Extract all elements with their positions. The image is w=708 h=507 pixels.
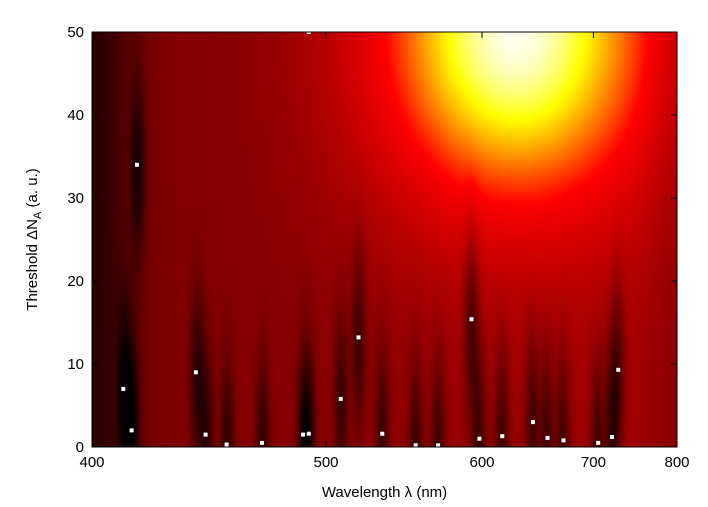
axis-ticks [91,31,678,448]
y-tick-label: 10 [67,356,84,373]
data-point [301,432,305,437]
data-point [380,431,385,436]
heatmap-surface [92,32,677,447]
y-axis-label: Threshold ΔNA (a. u.) [24,168,44,310]
data-point [436,443,441,447]
y-tick-label: 20 [67,273,84,290]
x-tick-label: 800 [664,454,689,471]
data-points [121,32,621,447]
data-point [477,436,482,441]
y-axis-label-main: Threshold ΔN [24,219,41,311]
x-tick-label: 600 [469,454,494,471]
data-point [121,386,126,391]
y-tick-label: 0 [76,439,84,456]
data-point [129,428,134,433]
x-tick-label: 400 [79,454,104,471]
data-point [356,335,361,340]
data-point [531,420,535,425]
data-point [338,396,343,401]
x-tick-labels: 400 500 600 700 800 [79,454,689,471]
y-tick-label: 50 [67,24,84,41]
data-point [610,435,614,439]
data-point [500,434,505,439]
data-point [413,443,418,447]
data-point [306,32,311,34]
data-point [224,442,229,447]
y-axis-label-unit: (a. u.) [24,168,41,211]
data-point [203,432,208,437]
data-point [596,440,601,445]
x-tick-label: 700 [581,454,606,471]
data-point [469,317,474,322]
data-point [561,438,566,443]
x-tick-label: 500 [313,454,338,471]
plot-frame [91,31,678,448]
y-tick-labels: 0 10 20 30 40 50 [67,24,84,456]
y-tick-label: 30 [67,190,84,207]
plot-area [92,32,677,447]
y-tick-label: 40 [67,107,84,124]
data-point [545,435,550,440]
data-point [193,370,198,375]
data-point [616,367,621,372]
x-axis-label: Wavelength λ (nm) [322,484,447,501]
data-point [260,440,264,445]
y-axis-label-subscript: A [32,211,44,219]
data-point [306,431,311,436]
data-point [135,162,139,167]
